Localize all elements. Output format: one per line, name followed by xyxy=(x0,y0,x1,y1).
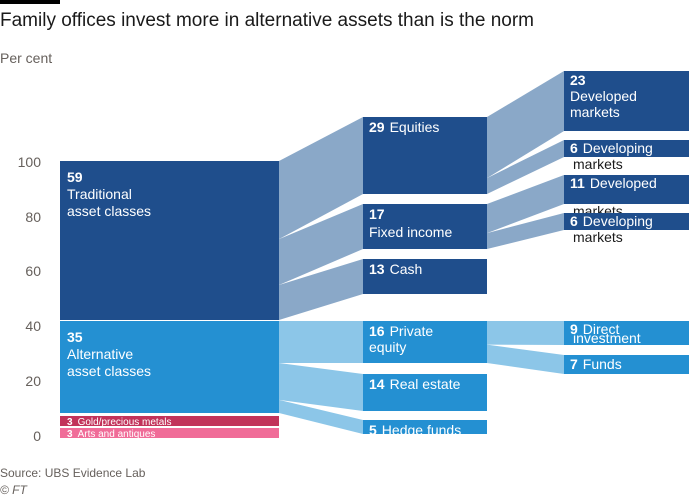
y-tick-label: 20 xyxy=(25,373,41,389)
node-cash xyxy=(363,259,487,294)
node-label-private_equity: 16 Private equity xyxy=(369,323,433,355)
node-label-alternative: 35 Alternative asset classes xyxy=(67,329,151,379)
node-traditional xyxy=(60,161,279,320)
node-label-fi_developing-line2: markets xyxy=(573,229,623,245)
node-label-pe_direct-line2: investment xyxy=(573,330,641,346)
y-tick-label: 0 xyxy=(33,428,41,444)
node-label-pe_direct: 9 Direct xyxy=(570,321,619,337)
chart-subtitle: Per cent xyxy=(0,50,53,66)
node-label-real_estate: 14 Real estate xyxy=(369,376,461,392)
node-label-eq_developing: 6 Developing xyxy=(570,140,653,156)
node-arts xyxy=(60,428,279,438)
node-label-eq_developing-line2: markets xyxy=(573,156,623,172)
node-pe_funds xyxy=(564,355,689,374)
y-tick-label: 60 xyxy=(25,263,41,279)
y-axis: 100 80 60 40 20 0 xyxy=(18,154,42,444)
y-tick-label: 100 xyxy=(18,154,42,170)
node-alternative xyxy=(60,321,279,413)
header-accent-bar xyxy=(0,0,60,4)
node-label-eq_developed: 23 Developed markets xyxy=(570,72,637,120)
flow-private_equity-to-pe_funds xyxy=(487,344,564,374)
node-label-pe_funds: 7 Funds xyxy=(570,356,622,372)
flow-private_equity-to-pe_direct xyxy=(487,321,564,345)
node-fixed_income xyxy=(363,204,487,249)
node-label-fi_developed: 11 Developed xyxy=(570,175,657,191)
flow-fixed_income-to-fi_developed xyxy=(487,175,564,234)
node-pe_direct xyxy=(564,321,689,345)
node-private_equity xyxy=(363,321,487,363)
flow-equities-to-eq_developing xyxy=(487,140,564,194)
flow-alternative-to-private_equity xyxy=(279,321,363,364)
node-label-gold: 3 Gold/precious metals xyxy=(67,417,172,428)
flow-alternative-to-real_estate xyxy=(279,363,363,411)
flow-traditional-to-equities xyxy=(279,117,363,240)
sankey-chart: 100 80 60 40 20 0 59 Traditional asset classes 3… xyxy=(18,71,689,444)
node-equities xyxy=(363,117,487,194)
flow-layer xyxy=(279,71,564,434)
node-label-cash: 13 Cash xyxy=(369,261,422,277)
chart-title: Family offices invest more in alternativ… xyxy=(0,10,534,31)
node-eq_developing xyxy=(564,140,689,157)
node-hedge_funds xyxy=(363,420,487,434)
flow-fixed_income-to-fi_developing xyxy=(487,213,564,249)
y-tick-label: 40 xyxy=(25,318,41,334)
flow-alternative-to-hedge_funds xyxy=(279,399,363,434)
node-gold xyxy=(60,416,279,426)
flow-equities-to-eq_developed xyxy=(487,71,564,179)
y-tick-label: 80 xyxy=(25,209,41,225)
node-fi_developed xyxy=(564,175,689,204)
node-fi_developing xyxy=(564,213,689,230)
flow-traditional-to-fixed_income xyxy=(279,204,363,285)
node-label-equities: 29 Equities xyxy=(369,119,439,135)
node-real_estate xyxy=(363,374,487,411)
node-label-fixed_income: 17 Fixed income xyxy=(369,206,452,240)
node-eq_developed xyxy=(564,71,689,131)
node-layer: 59 Traditional asset classes 35 Alternative a… xyxy=(60,71,689,440)
node-label-hedge_funds: 5 Hedge funds xyxy=(369,422,461,438)
node-label-fi_developing: 6 Developing xyxy=(570,213,653,229)
ft-credit: © FT xyxy=(0,483,27,497)
node-label-arts: 3 Arts and antiques xyxy=(67,429,155,440)
flow-traditional-to-cash xyxy=(279,259,363,320)
node-label-traditional: 59 Traditional asset classes xyxy=(67,169,151,219)
source-note: Source: UBS Evidence Lab xyxy=(0,466,146,480)
